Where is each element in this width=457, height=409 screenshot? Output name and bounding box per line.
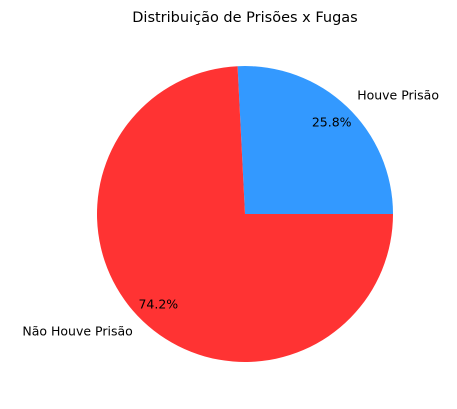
pie-slice-2	[97, 66, 394, 363]
pie-slices	[97, 66, 394, 363]
slice-percent-label-1: 25.8%	[312, 114, 352, 129]
pie-slice-1	[237, 66, 393, 214]
slice-label-2: Não Houve Prisão	[22, 323, 132, 338]
slice-percent-label-2: 74.2%	[138, 297, 178, 312]
chart-title: Distribuição de Prisões x Fugas	[132, 10, 357, 26]
slice-label-1: Houve Prisão	[357, 88, 439, 103]
pie-labels: Houve Prisão 25.8% Não Houve Prisão 74.2%	[22, 88, 439, 339]
